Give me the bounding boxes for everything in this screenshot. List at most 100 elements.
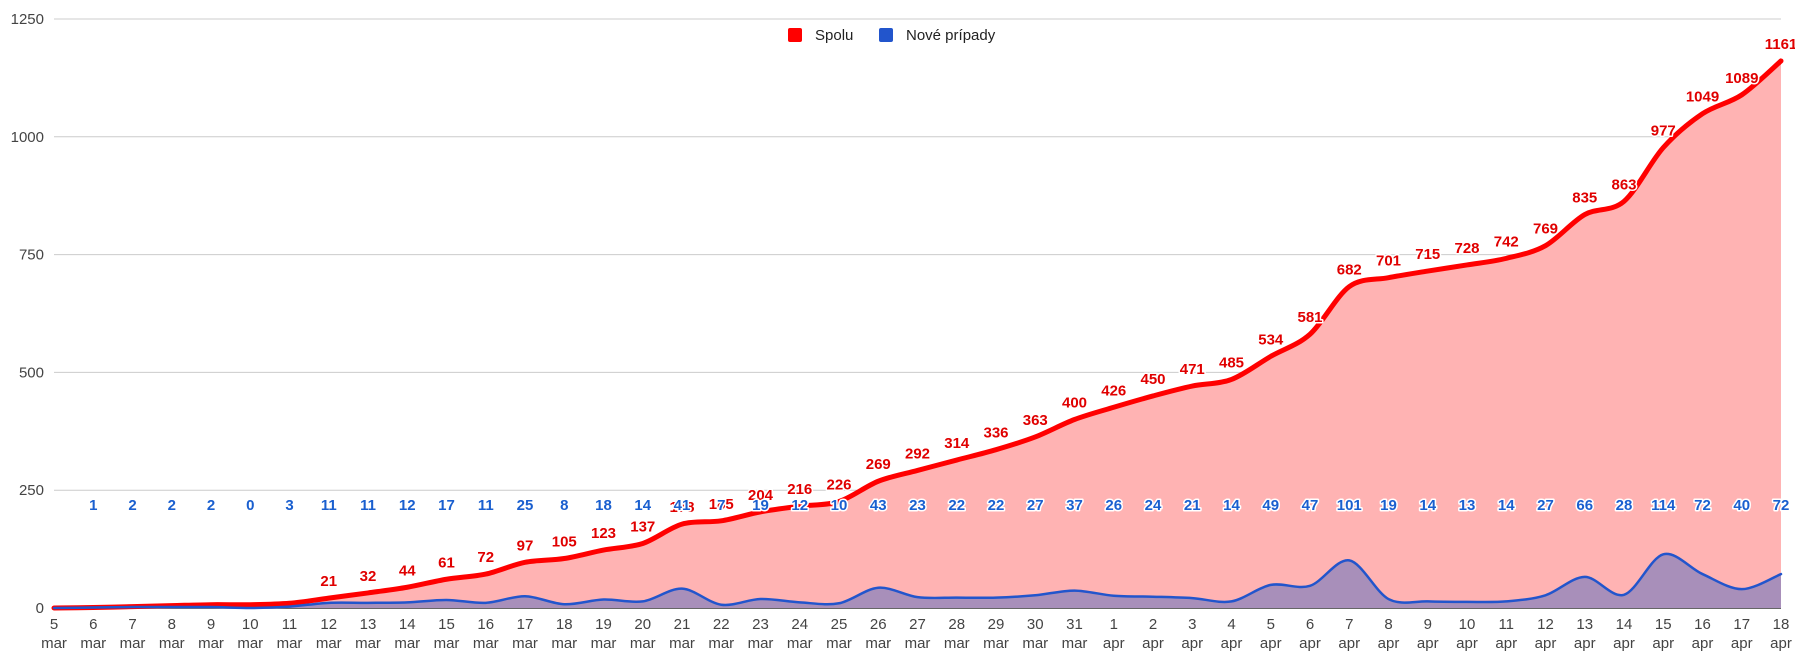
data-label-nove-pripady: 21: [1184, 497, 1201, 514]
x-tick-month: apr: [1142, 635, 1164, 652]
data-point: [602, 548, 606, 552]
data-point: [1426, 269, 1430, 273]
data-label-spolu: 32: [360, 568, 377, 585]
data-label-nove-pripady: 11: [321, 497, 337, 514]
data-point: [1426, 599, 1430, 603]
x-tick-day: 17: [1733, 616, 1750, 633]
data-point: [1112, 405, 1116, 409]
data-label-nove-pripady: 72: [1694, 497, 1711, 514]
data-point: [327, 601, 331, 605]
x-tick-label: 5 mar: [41, 616, 67, 652]
data-label-spolu: 728: [1454, 240, 1479, 257]
x-tick-label: 23 mar: [748, 616, 774, 652]
x-tick-month: mar: [120, 635, 146, 652]
data-label-spolu: 97: [517, 537, 534, 554]
data-point: [209, 605, 213, 609]
data-point: [1465, 600, 1469, 604]
data-point: [248, 606, 252, 610]
data-label-nove-pripady: 0: [246, 497, 254, 514]
data-label-nove-pripady: 24: [1145, 497, 1162, 514]
data-label-spolu: 701: [1376, 253, 1401, 270]
legend: Spolu Nové prípady: [788, 27, 996, 44]
data-label-spolu: 292: [905, 445, 930, 462]
data-label-nove-pripady: 25: [517, 497, 534, 514]
x-tick-day: 12: [320, 616, 337, 633]
data-label-nove-pripady: 17: [438, 497, 455, 514]
legend-swatch: [788, 28, 802, 42]
data-point: [91, 606, 95, 610]
data-label-nove-pripady: 19: [1380, 497, 1397, 514]
data-point: [837, 601, 841, 605]
x-tick-month: apr: [1456, 635, 1478, 652]
data-point: [327, 596, 331, 600]
legend-label: Nové prípady: [906, 27, 996, 44]
legend-item-nove-pripady[interactable]: Nové prípady: [879, 27, 996, 44]
data-label-spolu: 682: [1337, 262, 1362, 279]
data-label-nove-pripady: 10: [831, 497, 848, 514]
x-tick-day: 27: [909, 616, 926, 633]
data-label-spolu: 44: [399, 562, 416, 579]
x-tick-day: 23: [752, 616, 769, 633]
x-tick-month: mar: [277, 635, 303, 652]
data-point: [719, 603, 723, 607]
data-point: [994, 596, 998, 600]
x-tick-label: 27 mar: [905, 616, 931, 652]
data-label-spolu: 226: [826, 477, 851, 494]
x-tick-month: mar: [159, 635, 185, 652]
data-label-nove-pripady: 23: [909, 497, 926, 514]
x-tick-day: 28: [948, 616, 965, 633]
x-tick-day: 4: [1227, 616, 1235, 633]
x-tick-month: mar: [669, 635, 695, 652]
x-tick-day: 18: [1773, 616, 1790, 633]
data-point: [1347, 558, 1351, 562]
data-point: [916, 595, 920, 599]
data-label-spolu: 105: [552, 534, 577, 551]
data-point: [798, 600, 802, 604]
data-label-spolu: 178: [669, 499, 694, 516]
x-tick-month: mar: [826, 635, 852, 652]
data-label-spolu: 21: [320, 573, 337, 590]
data-point: [1387, 276, 1391, 280]
x-tick-month: mar: [630, 635, 656, 652]
data-label-spolu: 863: [1611, 176, 1636, 193]
data-label-spolu: 1089: [1725, 70, 1758, 87]
data-label-spolu: 123: [591, 525, 616, 542]
data-point: [1308, 584, 1312, 588]
data-point: [916, 468, 920, 472]
data-point: [1151, 394, 1155, 398]
x-tick-month: mar: [41, 635, 67, 652]
x-tick-month: apr: [1103, 635, 1125, 652]
x-tick-label: 11 apr: [1495, 616, 1517, 652]
x-tick-label: 9 mar: [198, 616, 224, 652]
x-tick-label: 8 apr: [1378, 616, 1400, 652]
data-label-nove-pripady: 43: [870, 497, 887, 514]
data-label-nove-pripady: 28: [1616, 497, 1633, 514]
data-point: [1033, 593, 1037, 597]
data-point: [1073, 589, 1077, 593]
x-tick-label: 8 mar: [159, 616, 185, 652]
data-label-spolu: 450: [1140, 371, 1165, 388]
data-label-nove-pripady: 19: [752, 497, 769, 514]
data-point: [719, 519, 723, 523]
data-point: [1230, 599, 1234, 603]
x-tick-label: 1 apr: [1103, 616, 1125, 652]
x-tick-day: 22: [713, 616, 730, 633]
x-tick-day: 14: [399, 616, 416, 633]
data-label-nove-pripady: 1: [89, 497, 97, 514]
x-tick-day: 10: [1459, 616, 1476, 633]
x-tick-month: mar: [865, 635, 891, 652]
x-tick-month: apr: [1613, 635, 1635, 652]
x-tick-day: 12: [1537, 616, 1554, 633]
x-tick-label: 2 apr: [1142, 616, 1164, 652]
x-tick-day: 8: [1384, 616, 1392, 633]
x-tick-day: 21: [674, 616, 691, 633]
legend-item-spolu[interactable]: Spolu: [788, 27, 853, 44]
x-tick-day: 7: [128, 616, 136, 633]
x-tick-month: mar: [787, 635, 813, 652]
x-tick-month: apr: [1731, 635, 1753, 652]
x-tick-month: mar: [983, 635, 1009, 652]
x-tick-label: 30 mar: [1022, 616, 1048, 652]
data-label-nove-pripady: 3: [285, 497, 293, 514]
data-point: [562, 557, 566, 561]
